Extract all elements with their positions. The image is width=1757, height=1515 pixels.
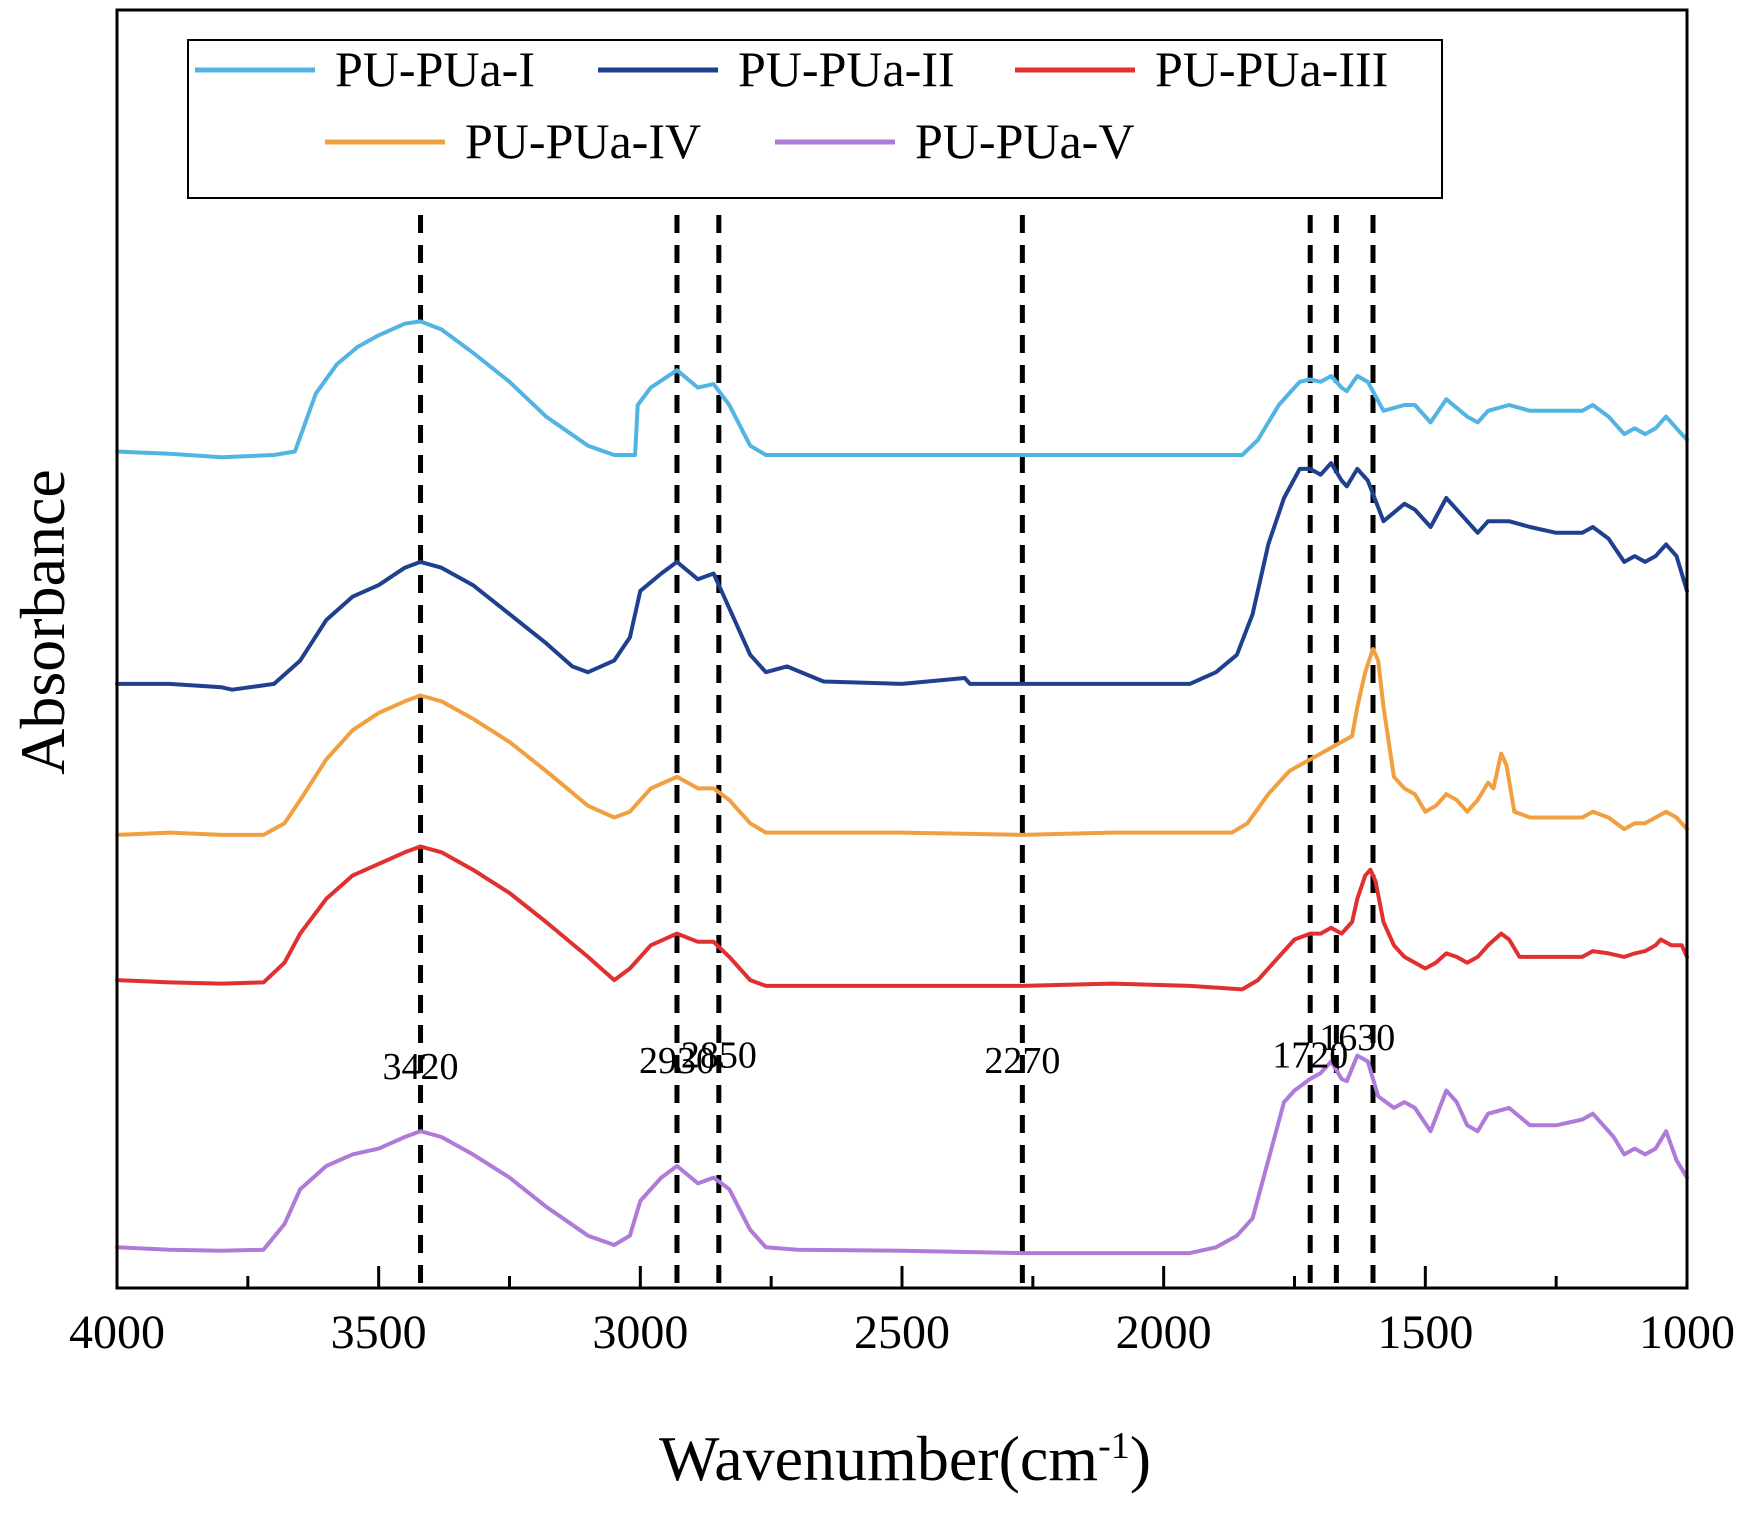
x-tick-label: 3000 — [592, 1306, 688, 1359]
x-tick-label: 2500 — [854, 1306, 950, 1359]
legend-item: PU-PUa-V — [775, 113, 1134, 169]
legend-item: PU-PUa-II — [598, 41, 955, 97]
legend-item: PU-PUa-I — [195, 41, 535, 97]
legend-label: PU-PUa-V — [915, 113, 1134, 169]
peak-label: 3420 — [383, 1046, 459, 1088]
peak-label: 2270 — [984, 1040, 1060, 1082]
series-line — [115, 844, 1689, 992]
legend-item: PU-PUa-IV — [325, 113, 701, 169]
legend-label: PU-PUa-I — [335, 41, 535, 97]
series-line — [115, 647, 1689, 837]
series-line — [115, 1053, 1689, 1256]
x-tick-label: 1000 — [1639, 1306, 1735, 1359]
x-tick-label: 1500 — [1377, 1306, 1473, 1359]
x-tick-label: 3500 — [331, 1306, 427, 1359]
legend: PU-PUa-I PU-PUa-II PU-PUa-III PU-PUa-IV PU-P… — [187, 39, 1443, 199]
peak-label: 2930 — [639, 1040, 715, 1082]
legend-item: PU-PUa-III — [1015, 41, 1388, 97]
legend-label: PU-PUa-III — [1155, 41, 1388, 97]
series-line — [115, 319, 1689, 460]
x-tick-label: 2000 — [1116, 1306, 1212, 1359]
axes: 4000 3500 3000 2500 2000 1500 1000 — [69, 8, 1735, 1359]
reference-lines — [418, 215, 1376, 1288]
y-axis-title: Absorbance — [7, 469, 78, 775]
x-axis-title: Wavenumber(cm-1) — [659, 1423, 1151, 1494]
x-tick-label: 4000 — [69, 1306, 165, 1359]
legend-label: PU-PUa-II — [738, 41, 955, 97]
legend-label: PU-PUa-IV — [465, 113, 701, 169]
peak-label: 1630 — [1319, 1017, 1395, 1059]
series-line — [115, 461, 1689, 692]
peak-label: 1720 — [1272, 1034, 1348, 1076]
series-lines — [115, 319, 1689, 1256]
peak-label: 2850 — [681, 1034, 757, 1076]
legend-box — [187, 39, 1443, 199]
